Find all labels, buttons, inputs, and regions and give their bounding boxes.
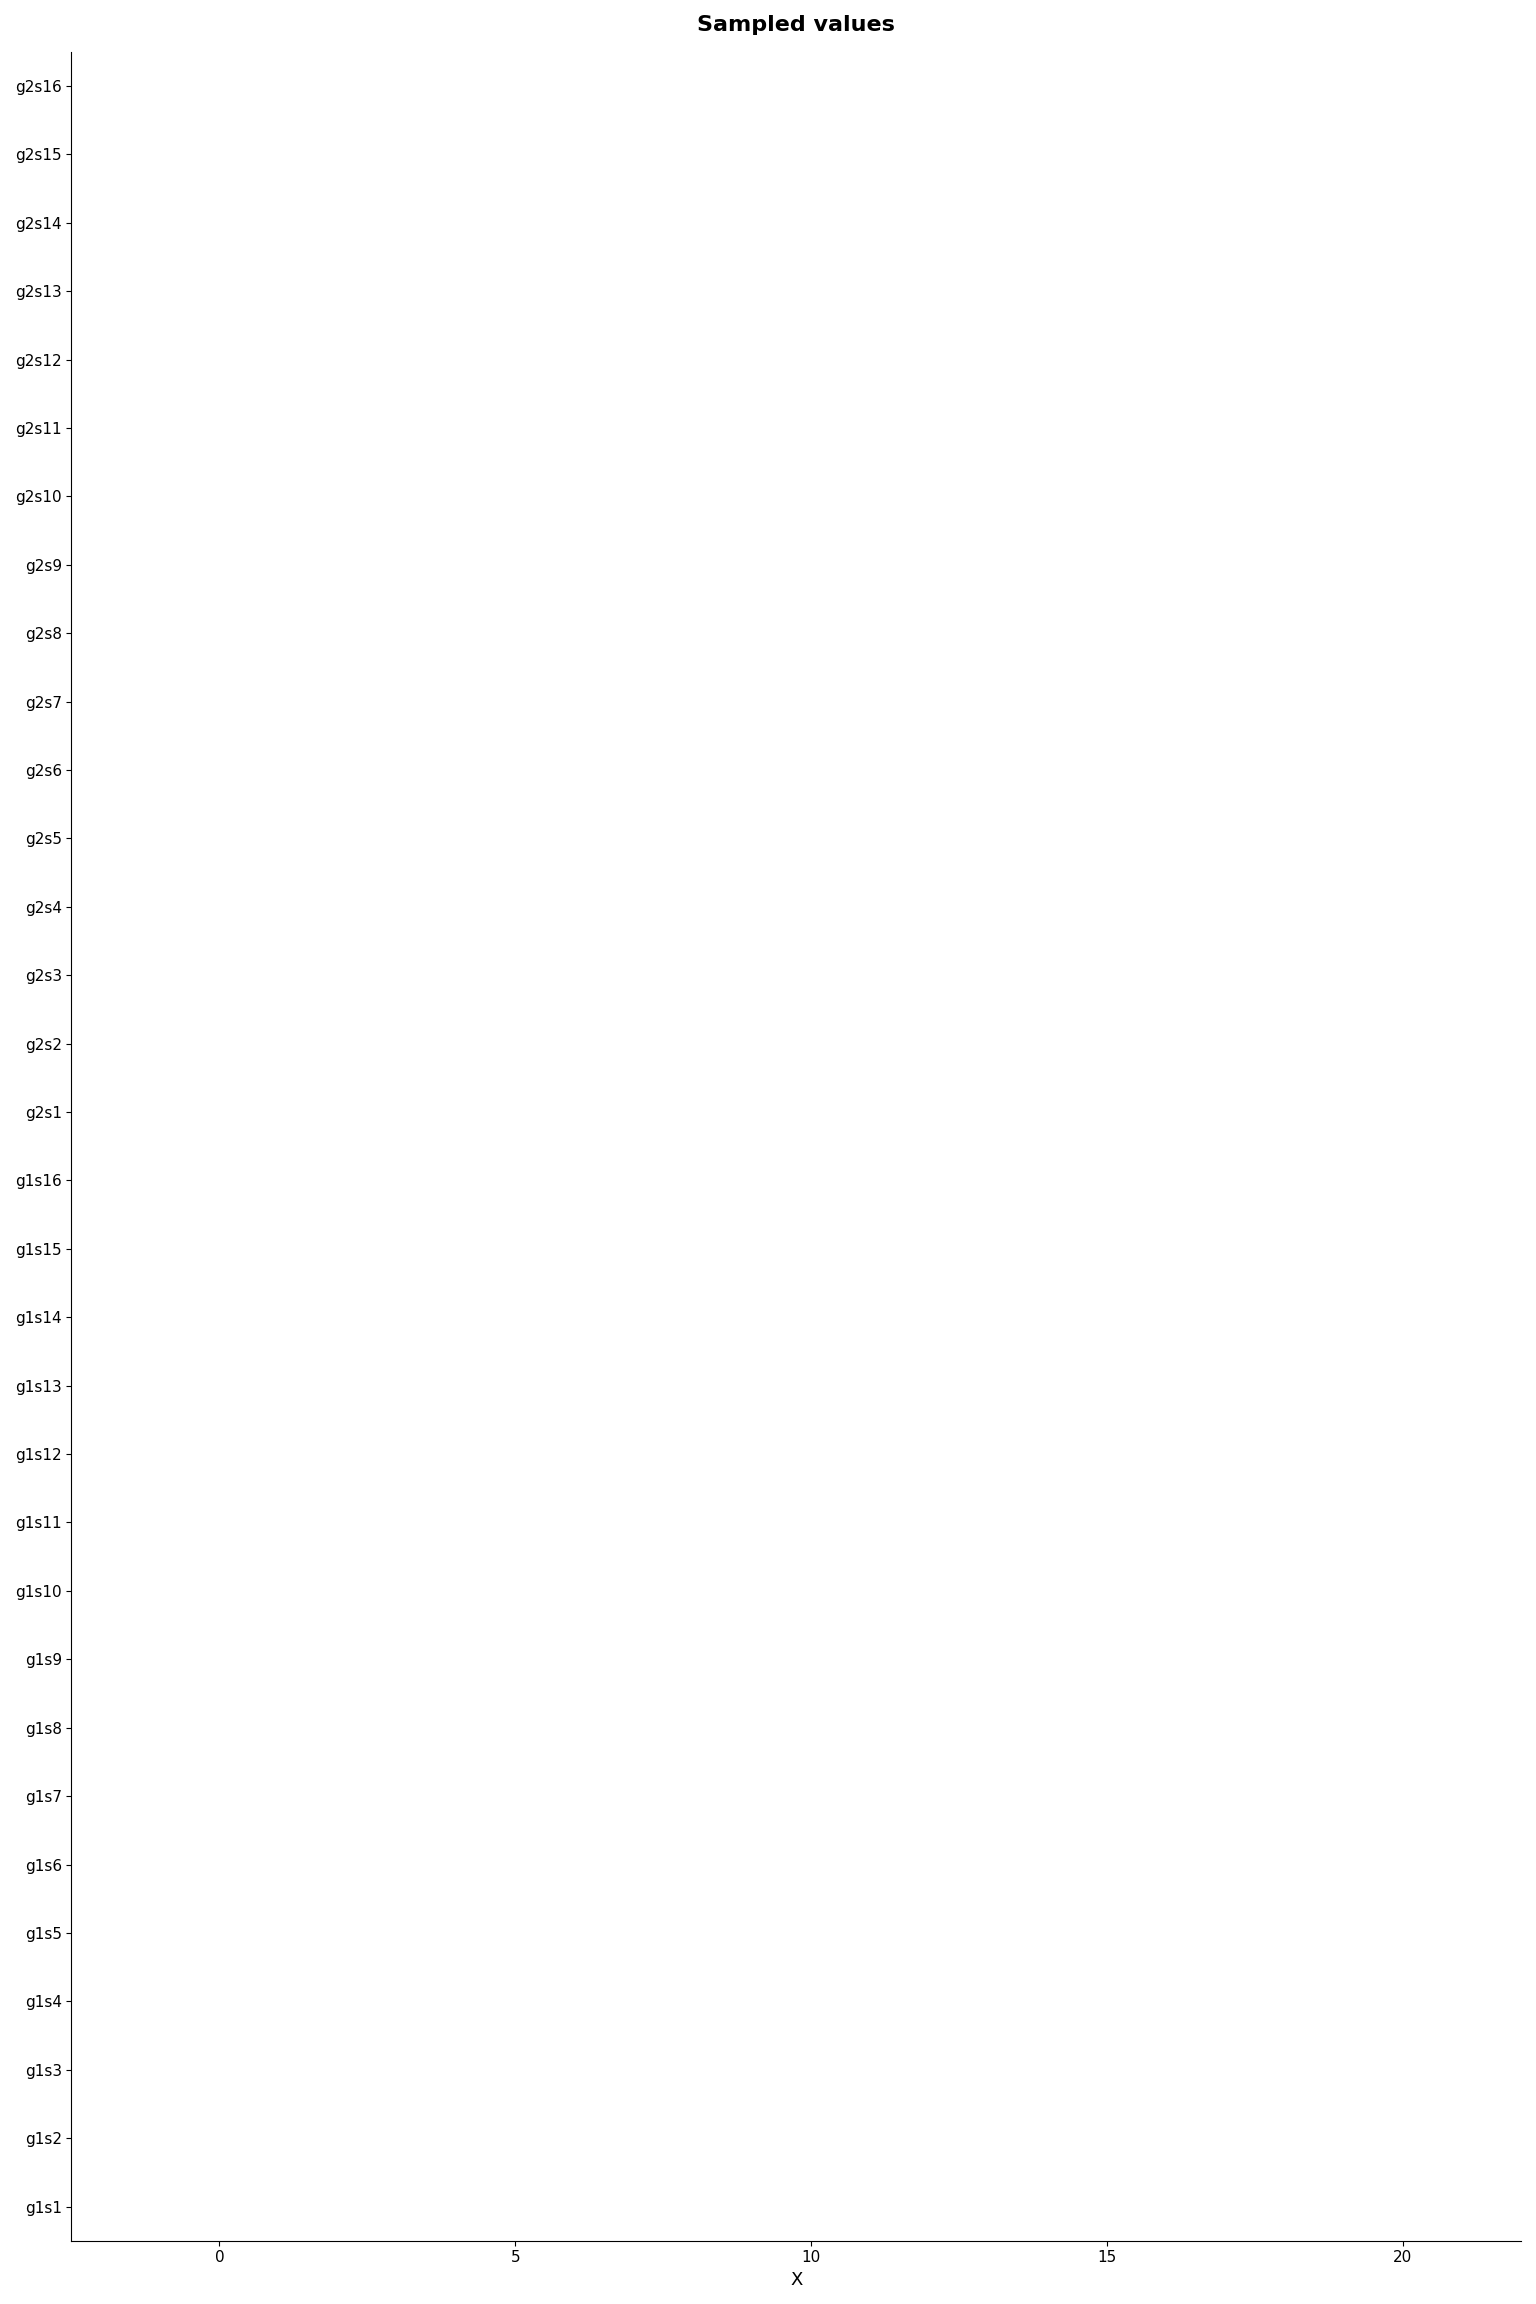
X-axis label: X: X <box>790 2272 802 2288</box>
Title: Sampled values: Sampled values <box>697 16 895 35</box>
